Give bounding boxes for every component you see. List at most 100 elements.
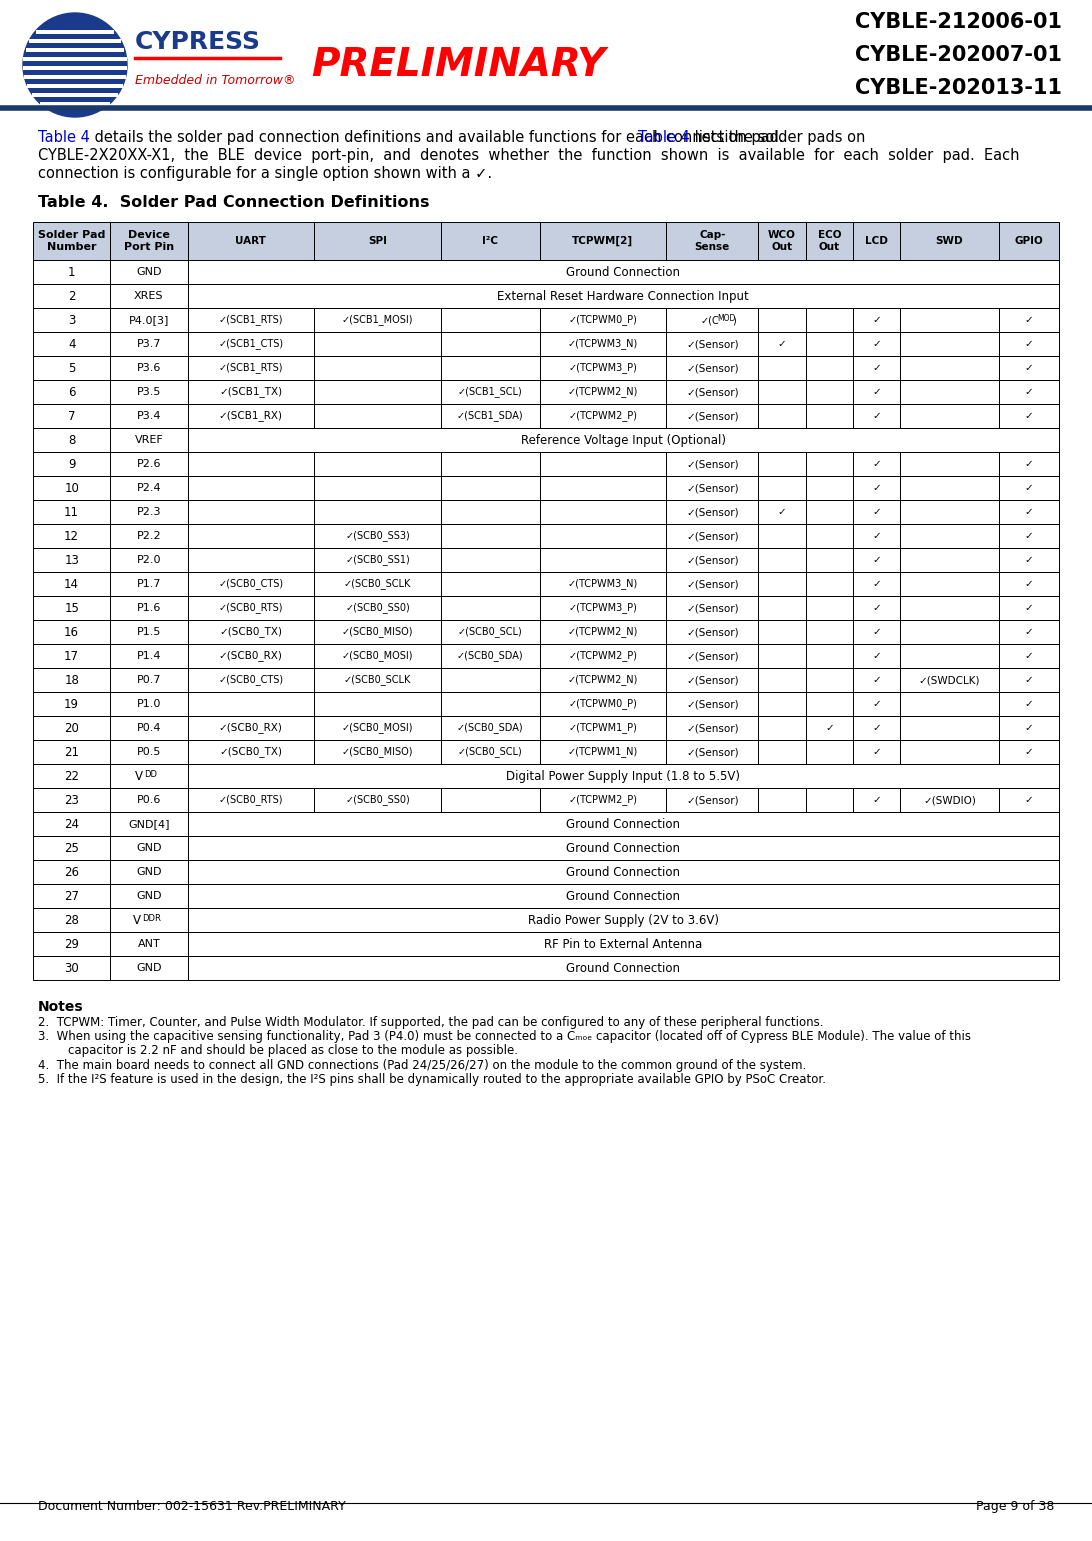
Bar — [110, 787, 188, 812]
Bar — [110, 404, 188, 428]
Text: 10: 10 — [64, 481, 79, 495]
Bar — [314, 692, 441, 717]
Text: Table 4: Table 4 — [638, 129, 690, 145]
Bar — [666, 692, 759, 717]
Bar — [999, 308, 1059, 331]
Text: ✓: ✓ — [873, 650, 881, 661]
Bar — [666, 740, 759, 764]
Bar — [441, 692, 539, 717]
Bar — [853, 356, 900, 381]
Bar — [441, 331, 539, 356]
Bar — [806, 499, 853, 524]
Bar — [999, 787, 1059, 812]
Text: Ground Connection: Ground Connection — [567, 962, 680, 974]
Bar — [33, 764, 110, 787]
Bar — [853, 524, 900, 549]
Bar — [759, 644, 806, 667]
Bar — [110, 860, 188, 885]
Text: ✓(Sensor): ✓(Sensor) — [686, 555, 738, 566]
Bar — [110, 499, 188, 524]
Text: ✓: ✓ — [873, 387, 881, 398]
Text: ✓(SCB0_SCL): ✓(SCB0_SCL) — [458, 746, 523, 758]
Text: 29: 29 — [64, 937, 79, 951]
Text: connection is configurable for a single option shown with a ✓.: connection is configurable for a single … — [38, 166, 492, 180]
Bar — [441, 499, 539, 524]
Text: ✓(SCB0_MISO): ✓(SCB0_MISO) — [342, 746, 413, 758]
Bar — [759, 667, 806, 692]
Text: ✓: ✓ — [1024, 555, 1033, 566]
Bar — [110, 740, 188, 764]
Bar — [539, 476, 666, 499]
Text: 28: 28 — [64, 914, 79, 926]
Text: P2.4: P2.4 — [136, 482, 162, 493]
Circle shape — [23, 12, 127, 117]
Text: ✓(SCB0_RX): ✓(SCB0_RX) — [218, 650, 283, 661]
Bar — [806, 572, 853, 596]
Bar — [853, 222, 900, 260]
Bar — [806, 524, 853, 549]
Text: P2.6: P2.6 — [136, 459, 162, 468]
Text: P0.6: P0.6 — [136, 795, 162, 804]
Bar — [110, 572, 188, 596]
Text: ✓(SCB0_RX): ✓(SCB0_RX) — [218, 723, 283, 734]
Bar — [110, 596, 188, 619]
Bar — [759, 572, 806, 596]
Text: ✓(SCB0_MISO): ✓(SCB0_MISO) — [342, 627, 413, 638]
Text: Notes: Notes — [38, 1000, 84, 1014]
Bar — [314, 452, 441, 476]
Bar — [441, 356, 539, 381]
Text: ✓(SCB0_RTS): ✓(SCB0_RTS) — [218, 603, 283, 613]
Text: ✓(TCPWM2_P): ✓(TCPWM2_P) — [568, 795, 638, 806]
Bar — [759, 787, 806, 812]
Text: P2.2: P2.2 — [136, 532, 162, 541]
Text: 18: 18 — [64, 673, 79, 686]
Text: ✓: ✓ — [1024, 650, 1033, 661]
Text: 24: 24 — [64, 817, 79, 831]
Text: ✓: ✓ — [1024, 411, 1033, 421]
Bar — [314, 356, 441, 381]
Bar — [806, 787, 853, 812]
Bar — [900, 356, 999, 381]
Text: ✓: ✓ — [873, 675, 881, 686]
Text: P0.5: P0.5 — [136, 747, 162, 757]
Text: ✓(Sensor): ✓(Sensor) — [686, 675, 738, 686]
Bar — [900, 222, 999, 260]
Text: ✓(Sensor): ✓(Sensor) — [686, 482, 738, 493]
Bar — [806, 644, 853, 667]
Text: ✓(SCB1_TX): ✓(SCB1_TX) — [219, 387, 283, 398]
Text: ✓(SWDCLK): ✓(SWDCLK) — [918, 675, 981, 686]
Bar — [314, 476, 441, 499]
Text: 25: 25 — [64, 841, 79, 855]
Bar — [666, 381, 759, 404]
Bar — [33, 452, 110, 476]
Bar — [110, 524, 188, 549]
Text: ✓: ✓ — [873, 603, 881, 613]
Bar — [110, 667, 188, 692]
Text: ✓(TCPWM2_N): ✓(TCPWM2_N) — [568, 387, 638, 398]
Text: DDR: DDR — [142, 914, 161, 923]
Text: ✓: ✓ — [778, 507, 786, 516]
Text: VREF: VREF — [134, 435, 164, 445]
Bar — [188, 222, 314, 260]
Bar — [900, 572, 999, 596]
Text: ✓(SCB0_SDA): ✓(SCB0_SDA) — [456, 723, 523, 734]
Bar — [900, 740, 999, 764]
Text: TCPWM[2]: TCPWM[2] — [572, 236, 633, 247]
Bar — [759, 452, 806, 476]
Bar — [539, 619, 666, 644]
Bar — [759, 381, 806, 404]
Bar — [33, 932, 110, 955]
Bar — [33, 837, 110, 860]
Bar — [314, 644, 441, 667]
Bar — [314, 404, 441, 428]
Bar — [188, 549, 314, 572]
Text: 4: 4 — [68, 337, 75, 350]
Text: ECO
Out: ECO Out — [818, 230, 841, 251]
Text: ✓: ✓ — [1024, 700, 1033, 709]
Bar — [314, 572, 441, 596]
Bar — [900, 619, 999, 644]
Text: ✓: ✓ — [1024, 364, 1033, 373]
Bar — [806, 549, 853, 572]
Text: ✓(SCB0_SDA): ✓(SCB0_SDA) — [456, 650, 523, 661]
Bar — [853, 667, 900, 692]
